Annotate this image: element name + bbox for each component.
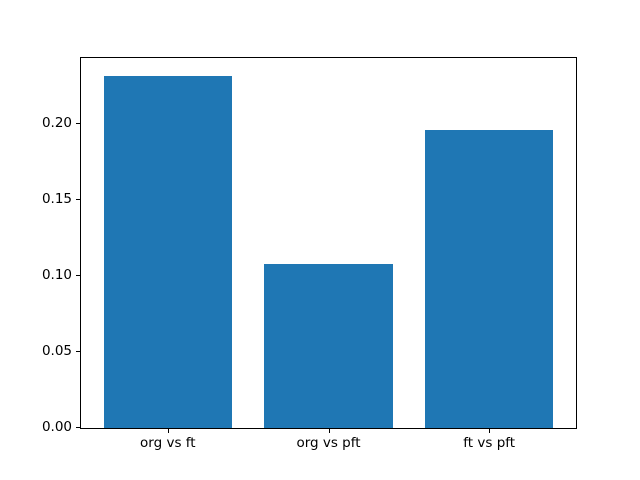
- plot-area: [80, 57, 577, 429]
- bar-ft-vs-pft: [424, 130, 554, 428]
- y-tick-mark: [76, 351, 80, 352]
- x-tick-mark: [167, 429, 169, 433]
- y-tick-label: 0.05: [41, 343, 72, 359]
- bar-org-vs-pft: [264, 264, 393, 428]
- y-tick-mark: [76, 123, 80, 124]
- x-tick-mark: [489, 429, 491, 433]
- bar-org-vs-ft: [103, 75, 233, 428]
- x-tick-label: org vs pft: [296, 435, 361, 451]
- x-tick-label: ft vs pft: [463, 435, 516, 451]
- x-tick-label: org vs ft: [140, 435, 196, 451]
- y-tick-label: 0.10: [41, 267, 72, 283]
- x-tick-mark: [328, 429, 330, 433]
- y-tick-mark: [76, 427, 80, 428]
- y-tick-label: 0.15: [41, 191, 72, 207]
- y-tick-label: 0.00: [41, 419, 72, 435]
- y-tick-mark: [76, 199, 80, 200]
- y-tick-mark: [76, 275, 80, 276]
- y-tick-label: 0.20: [41, 115, 72, 131]
